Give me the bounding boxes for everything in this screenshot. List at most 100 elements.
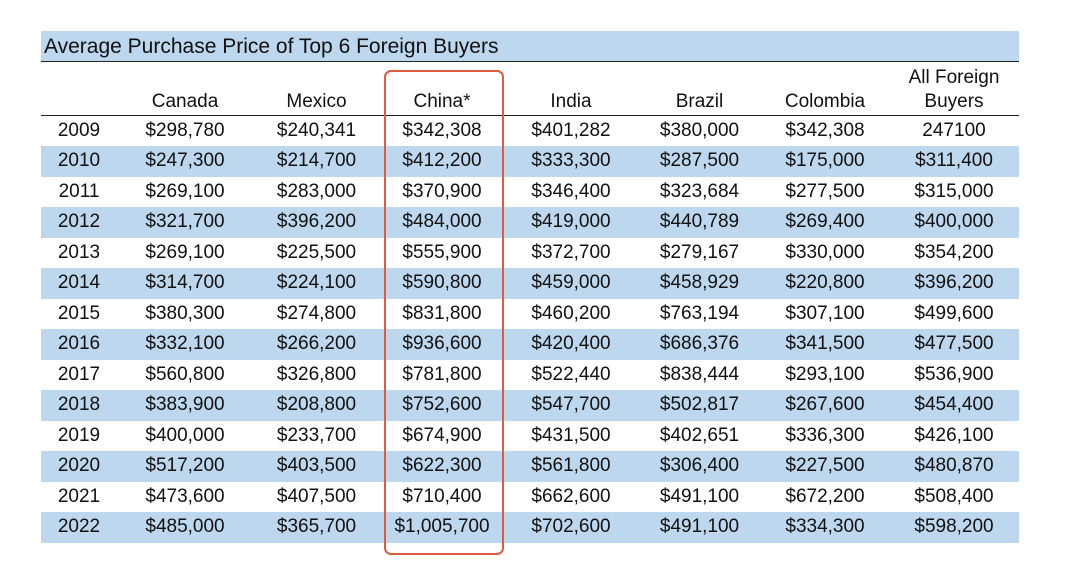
year-cell: 2009 [57,119,101,141]
price-cell: $460,200 [531,302,611,324]
price-cell: $333,300 [531,150,611,171]
price-cell: $220,800 [785,272,865,293]
price-cell: $267,600 [785,394,865,415]
price-cell: $400,000 [914,211,994,232]
price-cell: $555,900 [402,241,482,263]
price-cell: $561,800 [531,455,611,476]
price-cell: $431,500 [531,424,611,446]
year-cell: 2013 [57,241,101,263]
price-cell: $269,100 [145,241,225,263]
price-cell: $293,100 [785,363,865,385]
table-title: Average Purchase Price of Top 6 Foreign … [41,31,1019,62]
price-cell: $307,100 [785,302,865,324]
price-table-container: Average Purchase Price of Top 6 Foreign … [41,31,1019,543]
price-cell: $662,600 [531,485,611,507]
price-cell: $227,500 [785,455,865,476]
column-header: India [550,90,592,112]
price-cell: $279,167 [659,241,740,263]
price-cell: $341,500 [785,333,865,354]
price-cell: $781,800 [402,363,482,385]
price-cell: $342,308 [785,119,865,141]
year-cell: 2019 [57,424,101,446]
price-cell: $547,700 [531,394,611,415]
price-cell: $412,200 [402,150,482,171]
price-cell: $674,900 [402,424,482,446]
price-cell: $403,500 [276,455,357,476]
price-cell: $247,300 [145,150,225,171]
price-cell: $831,800 [402,302,482,324]
price-cell: $298,780 [145,119,225,141]
price-cell: $752,600 [402,394,482,415]
price-cell: $499,600 [914,302,994,324]
year-cell: 2018 [57,394,101,415]
table-row: 2022 $485,000 $365,700 $1,005,700 $702,600 $4… [41,512,1019,543]
table-row: 2018 $383,900 $208,800 $752,600 $547,700 $502… [41,390,1019,421]
price-cell: $454,400 [914,394,994,415]
table-row: 2016 $332,100 $266,200 $936,600 $420,400 $686… [41,329,1019,360]
price-cell: $402,651 [659,424,740,446]
price-cell: $383,900 [145,394,225,415]
price-cell: $485,000 [145,516,225,537]
year-cell: 2016 [57,333,101,354]
price-cell: $400,000 [145,424,225,446]
price-table: Canada Mexico China* India Brazil Colomb… [41,62,1019,543]
price-cell: $598,200 [914,516,994,537]
price-cell: $1,005,700 [394,516,490,537]
price-cell: $311,400 [915,150,993,171]
price-cell: $672,200 [785,485,865,507]
year-cell: 2010 [57,150,101,171]
price-cell: $426,100 [914,424,994,446]
price-cell: $477,500 [914,333,994,354]
table-row: 2012 $321,700 $396,200 $484,000 $419,000 $440… [41,207,1019,238]
price-cell: $407,500 [276,485,357,507]
price-cell: $473,600 [145,485,225,507]
price-cell: $323,684 [659,180,740,202]
column-header [41,62,117,115]
price-cell: $401,282 [531,119,611,141]
table-row: 2009 $298,780 $240,341 $342,308 $401,282 $380… [41,115,1019,146]
price-cell: $396,200 [276,211,357,232]
price-cell: $269,400 [785,211,865,232]
price-cell: $702,600 [531,516,611,537]
year-cell: 2014 [57,272,101,293]
price-cell: $175,000 [785,150,865,171]
price-cell: $332,100 [145,333,225,354]
price-cell: $214,700 [276,150,357,171]
price-cell: $277,500 [785,180,865,202]
table-row: 2013 $269,100 $225,500 $555,900 $372,700 $279… [41,238,1019,269]
table-body: 2009 $298,780 $240,341 $342,308 $401,282 $380… [41,115,1019,543]
column-header: China* [413,90,471,112]
price-cell: $380,000 [659,119,740,141]
table-row: 2019 $400,000 $233,700 $674,900 $431,500 $402… [41,421,1019,452]
table-row: 2014 $314,700 $224,100 $590,800 $459,000 $458… [41,268,1019,299]
price-cell: $266,200 [276,333,357,354]
year-cell: 2011 [58,180,100,202]
price-cell: $440,789 [659,211,740,232]
price-cell: $480,870 [914,455,994,476]
price-cell: $838,444 [659,363,740,385]
price-cell: $419,000 [531,211,611,232]
year-cell: 2017 [57,363,101,385]
price-cell: $763,194 [659,302,740,324]
price-cell: $208,800 [276,394,357,415]
price-cell: $458,929 [659,272,740,293]
column-header: Canada [151,90,219,112]
price-cell: $590,800 [402,272,482,293]
price-cell: $710,400 [402,485,482,507]
year-cell: 2022 [57,516,101,537]
price-cell: $225,500 [276,241,357,263]
table-row: 2011 $269,100 $283,000 $370,900 $346,400 $323… [41,177,1019,208]
table-row: 2021 $473,600 $407,500 $710,400 $662,600 $491… [41,482,1019,513]
price-cell: $233,700 [276,424,357,446]
price-cell: $459,000 [531,272,611,293]
price-cell: $686,376 [659,333,740,354]
price-cell: $508,400 [914,485,994,507]
year-cell: 2012 [57,211,101,232]
column-header: All Foreign Buyers [908,66,1000,112]
price-cell: $240,341 [276,119,357,141]
price-cell: $517,200 [145,455,225,476]
price-cell: $283,000 [276,180,357,202]
column-header: Brazil [675,90,724,112]
price-cell: $936,600 [402,333,482,354]
table-row: 2015 $380,300 $274,800 $831,800 $460,200 $763… [41,299,1019,330]
